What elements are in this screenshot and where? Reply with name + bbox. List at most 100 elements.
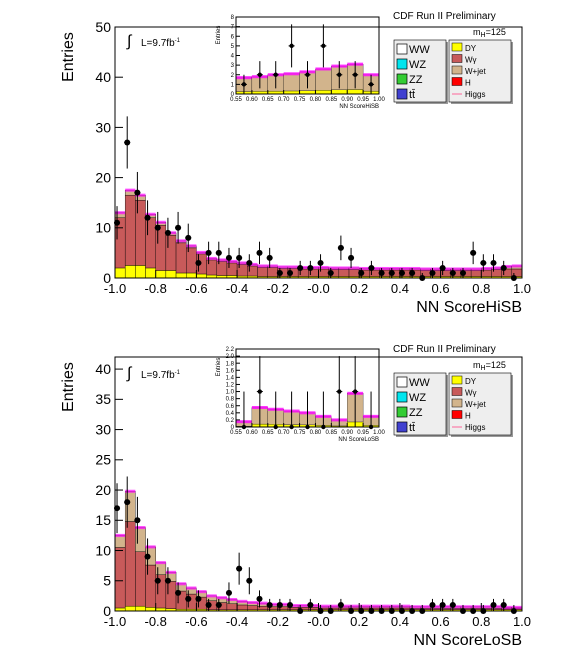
y-tick-label: 1.8 [226,361,235,367]
x-tick-label: 0.4 [391,281,409,296]
legend-swatch [451,65,463,75]
higgs-band [501,264,512,268]
x-tick-label: -0.2 [267,281,289,296]
x-axis-label: NN ScoreHiSB [339,104,379,110]
data-point [225,589,232,596]
higgs-band [277,265,288,269]
y-tick-label: 1 [231,82,235,88]
y-tick-label: 7 [231,25,235,31]
legend-swatch [451,77,463,86]
legend-label: WZ [409,59,426,71]
higgs-band [155,220,166,224]
data-point [144,214,151,221]
legend-swatch [396,73,408,85]
stack-bar-dy [135,265,146,279]
x-tick-label: -0.0 [307,281,329,296]
stack-bar-dy [124,605,136,612]
data-point [134,189,141,196]
stack-bar-wgamma [145,217,156,269]
x-tick-label: -0.4 [226,614,248,629]
higgs-band [226,598,238,602]
stack-bar-dy [165,270,177,279]
higgs-band [165,231,177,235]
stack-bar-wjet [315,68,332,91]
y-tick-label: 0 [103,270,111,286]
higgs-band [125,489,136,493]
data-point [175,589,182,596]
stack-bar-wjet [283,73,300,92]
bottom-legend: WW WZ ZZ tt̄ DY Wγ W+jet H Higgs [393,372,513,437]
x-tick-label: 0.95 [357,97,369,103]
higgs-band [283,72,300,76]
data-point [185,595,192,602]
data-point [449,269,456,276]
higgs-band [369,604,380,608]
data-point [257,389,263,394]
data-point [154,577,161,584]
higgs-band [430,605,441,609]
data-point [352,389,358,394]
higgs-band [308,604,319,608]
higgs-band [237,261,248,265]
data-point [175,224,182,231]
y-tick-label: 1.4 [226,375,235,381]
higgs-band [226,259,238,263]
y-tick-label: 2.0 [226,354,235,360]
higgs-band [450,267,461,271]
legend-swatch [396,58,408,70]
higgs-band [315,67,332,71]
higgs-band [145,212,156,216]
higgs-band [318,265,329,269]
data-point [398,269,405,276]
legend-label: DY [465,44,477,53]
higgs-band [471,605,482,609]
data-point [256,249,263,256]
x-tick-label: 0.85 [325,430,337,436]
data-point [236,565,243,572]
higgs-band [186,244,197,248]
stack-bar-wgamma [216,261,228,276]
data-point [449,601,456,608]
stack-bar-dy [196,273,207,279]
y-tick-label: 30 [95,421,111,437]
stack-bar-wgamma [155,225,167,271]
data-point [225,254,232,261]
stack-bar-wgamma [318,268,329,277]
higgs-band [410,266,421,270]
data-point [378,269,385,276]
higgs-band [389,604,400,608]
x-tick-label: 0.6 [432,281,450,296]
higgs-band [399,266,411,270]
data-point [305,72,310,77]
stack-bar-dy [145,607,156,612]
x-tick-label: 0.70 [278,430,290,436]
legend-swatch [396,88,408,100]
y-tick-label: 20 [95,170,111,186]
legend-swatch [396,421,408,433]
y-tick-label: 5 [103,573,111,589]
y-axis-label: Entries [216,26,222,45]
higgs-band [481,605,492,609]
data-point [266,254,273,261]
legend-label: WW [409,44,430,56]
stack-bar-wgamma [226,262,238,276]
stack-bar-wgamma [257,605,268,610]
higgs-band [115,211,126,215]
legend-swatch [396,43,408,55]
x-tick-label: -0.8 [144,281,166,296]
stack-bar-wgamma [165,581,177,609]
legend-swatch [451,54,463,63]
higgs-band [481,266,492,270]
higgs-band [165,570,177,574]
stack-bar-wgamma [124,521,136,607]
x-tick-label: -1.0 [104,614,126,629]
higgs-band [176,582,187,586]
higgs-band [379,604,390,608]
data-point [409,269,416,276]
data-point [287,601,294,608]
x-tick-label: 0.80 [310,97,322,103]
data-point [480,259,487,266]
higgs-band [501,605,512,609]
data-point [327,269,334,276]
stack-bar-wgamma [236,264,248,277]
